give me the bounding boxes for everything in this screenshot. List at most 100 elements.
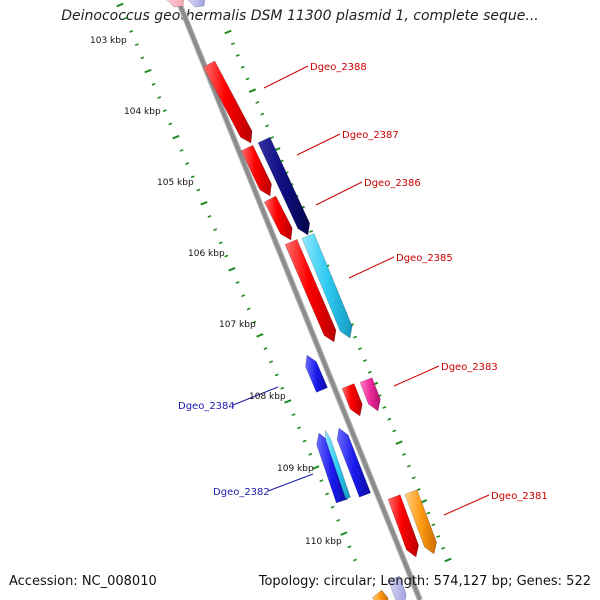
scale-tick-outer	[362, 359, 367, 362]
scale-tick-inner	[330, 505, 335, 509]
scale-label-109: 109 kbp	[277, 464, 314, 474]
backbone-layer	[175, 0, 423, 600]
scale-tick-outer	[230, 42, 235, 46]
gene-arrow-red-4	[284, 239, 337, 343]
scale-labels: 103 kbp 104 kbp 105 kbp 106 kbp 107 kbp …	[90, 36, 342, 547]
gene-arrow-dgeo-2383	[359, 377, 381, 412]
scale-tick-inner	[353, 558, 357, 562]
scale-tick-inner	[325, 492, 329, 496]
scale-label-103: 103 kbp	[90, 36, 127, 46]
label-leader-line	[296, 133, 341, 156]
scale-tick-inner	[340, 531, 348, 536]
gene-arrow-dgeo-2384	[305, 354, 328, 393]
gene-label-dgeo-2385[interactable]: Dgeo_2385	[396, 253, 453, 264]
scale-tick-outer	[416, 488, 421, 492]
gene-features	[166, 0, 437, 600]
scale-tick-inner	[157, 96, 162, 99]
gene-arrow-dgeo-2387	[257, 136, 311, 236]
scale-tick-outer	[411, 476, 416, 480]
scale-tick-inner	[213, 228, 218, 232]
scale-tick-inner	[256, 333, 264, 338]
scale-tick-outer	[358, 347, 362, 351]
scale-tick-outer	[392, 429, 397, 433]
accession-text: Accession: NC_008010	[9, 574, 157, 589]
label-leader-line	[267, 473, 314, 492]
gene-arrow-blue-3	[336, 427, 371, 498]
gene-label-dgeo-2382[interactable]: Dgeo_2382	[213, 487, 270, 498]
scale-tick-outer	[431, 523, 436, 527]
gene-label-dgeo-2383[interactable]: Dgeo_2383	[441, 362, 498, 373]
scale-tick-inner	[207, 215, 212, 218]
scale-tick-inner	[280, 386, 285, 390]
scale-tick-outer	[402, 452, 406, 456]
scale-tick-outer	[353, 335, 358, 339]
gene-arrow-cyan-stripe	[324, 429, 351, 500]
scale-label-108: 108 kbp	[249, 392, 286, 402]
scale-tick-inner	[140, 56, 145, 60]
gene-arrow-red-5	[341, 383, 363, 417]
scale-tick-outer	[406, 464, 411, 468]
scale-tick-inner	[284, 399, 292, 404]
gene-arrow-dgeo-2386	[263, 195, 293, 241]
scale-tick-inner	[291, 413, 296, 417]
gene-label-dgeo-2381[interactable]: Dgeo_2381	[491, 491, 548, 502]
scale-tick-outer	[224, 29, 232, 35]
scale-label-104: 104 kbp	[124, 107, 161, 117]
scale-tick-outer	[387, 417, 392, 421]
backbone	[176, 0, 422, 600]
scale-tick-outer	[309, 230, 314, 233]
gene-arrow-dgeo-2381	[404, 489, 437, 555]
scale-tick-inner	[252, 320, 257, 324]
scale-tick-outer	[367, 370, 372, 374]
gene-label-dgeo-2387[interactable]: Dgeo_2387	[342, 130, 399, 141]
gene-label-dgeo-2388[interactable]: Dgeo_2388	[310, 62, 367, 73]
scale-label-110: 110 kbp	[305, 537, 342, 547]
scale-tick-outer	[260, 112, 265, 116]
label-leader-line	[232, 386, 279, 406]
scale-tick-inner	[312, 465, 320, 470]
gene-arrow-faded-bottom-1	[371, 589, 389, 600]
topology-summary: Topology: circular; Length: 574,127 bp; …	[258, 574, 591, 589]
scale-tick-inner	[302, 439, 307, 443]
scale-tick-inner	[297, 426, 302, 430]
scale-tick-outer	[235, 54, 240, 57]
scale-tick-inner	[179, 148, 184, 152]
scale-tick-inner	[123, 16, 128, 20]
scale-tick-inner	[263, 347, 268, 350]
scale-tick-outer	[245, 77, 250, 81]
scale-tick-inner	[241, 294, 246, 298]
gene-label-dgeo-2384[interactable]: Dgeo_2384	[178, 401, 235, 412]
label-leader-line	[263, 65, 309, 89]
scale-tick-inner	[168, 122, 173, 126]
gene-arrow-dgeo-2388	[202, 60, 253, 144]
label-leader-line	[393, 365, 440, 387]
gene-arrow-dgeo-2385	[301, 233, 353, 339]
scale-tick-inner	[162, 109, 167, 113]
gene-arrow-faded-top-1	[166, 0, 185, 8]
scale-tick-inner	[246, 307, 251, 311]
scale-tick-outer	[265, 124, 270, 128]
gene-labels: Dgeo_2388 Dgeo_2387 Dgeo_2386 Dgeo_2385 …	[178, 62, 548, 502]
scale-tick-inner	[190, 175, 195, 179]
label-leader-lines	[232, 65, 490, 516]
scale-label-106: 106 kbp	[188, 249, 225, 259]
scale-tick-outer	[395, 440, 403, 445]
label-leader-line	[443, 494, 490, 516]
scale-tick-inner	[269, 360, 274, 364]
scale-tick-inner	[172, 134, 180, 140]
scale-tick-inner	[347, 545, 352, 549]
scale-tick-inner	[228, 267, 236, 272]
gene-label-dgeo-2386[interactable]: Dgeo_2386	[364, 178, 421, 189]
scale-tick-outer	[255, 100, 260, 104]
scale-tick-inner	[336, 518, 341, 522]
scale-tick-inner	[319, 479, 324, 483]
scale-tick-inner	[224, 254, 229, 258]
gene-arrow-dgeo-2382	[316, 432, 349, 504]
gene-arrow-red-6	[387, 494, 419, 558]
scale-tick-inner	[116, 2, 124, 8]
scale-tick-inner	[274, 373, 279, 377]
scale-tick-outer	[436, 535, 441, 538]
gene-arrow-red-2	[240, 144, 272, 197]
scale-tick-inner	[235, 281, 240, 284]
